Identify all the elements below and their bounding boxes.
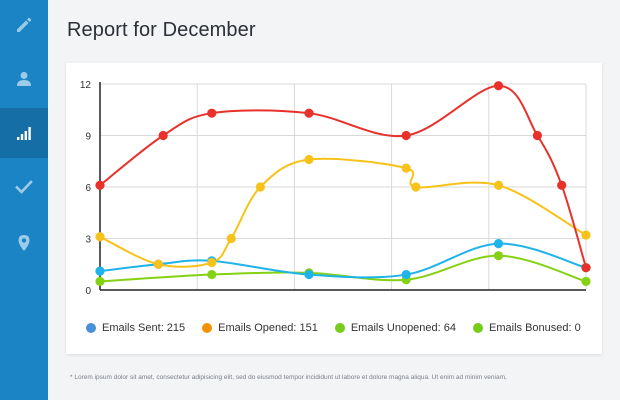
series-line bbox=[99, 157, 587, 268]
page-title: Report for December bbox=[67, 19, 256, 41]
nav-item-tasks[interactable] bbox=[0, 162, 48, 212]
y-tick-label: 0 bbox=[85, 286, 91, 297]
legend-swatch bbox=[334, 323, 345, 333]
series-line bbox=[99, 84, 587, 268]
data-point bbox=[255, 182, 265, 192]
y-tick-label: 12 bbox=[80, 80, 92, 91]
data-point bbox=[95, 180, 105, 190]
data-point bbox=[411, 182, 421, 192]
legend-item: Emails Sent: 215 bbox=[86, 322, 185, 334]
data-point bbox=[304, 269, 314, 280]
legend-swatch bbox=[86, 323, 96, 333]
data-point bbox=[304, 108, 314, 118]
legend-label: Emails Sent: 215 bbox=[102, 322, 186, 334]
data-point bbox=[95, 266, 105, 276]
legend-label: Emails Bonused: 0 bbox=[489, 322, 581, 334]
legend-item: Emails Bonused: 0 bbox=[473, 322, 581, 334]
data-point bbox=[401, 130, 411, 141]
map-pin-icon bbox=[15, 234, 33, 252]
data-point bbox=[493, 81, 504, 91]
data-point bbox=[532, 130, 542, 141]
chart-legend: Emails Sent: 215 Emails Opened: 151 Emails… bbox=[86, 320, 598, 336]
nav-item-reports[interactable] bbox=[0, 108, 48, 158]
data-point bbox=[493, 239, 504, 249]
legend-swatch bbox=[202, 323, 213, 333]
nav-item-edit[interactable] bbox=[0, 0, 48, 50]
legend-label: Emails Opened: 151 bbox=[218, 322, 318, 334]
data-point bbox=[304, 154, 314, 165]
legend-item: Emails Unopened: 64 bbox=[334, 322, 457, 334]
user-icon bbox=[15, 70, 33, 88]
pencil-icon bbox=[15, 16, 33, 34]
data-point bbox=[401, 269, 411, 280]
chart-card: 0 3 6 9 12 Emails Sent: 215 Emails Opened: 15… bbox=[66, 63, 602, 354]
data-point bbox=[95, 232, 105, 242]
data-point bbox=[226, 233, 236, 244]
data-point bbox=[207, 257, 217, 268]
y-tick-label: 9 bbox=[85, 132, 91, 143]
nav-item-location[interactable] bbox=[0, 218, 48, 268]
nav-item-profile[interactable] bbox=[0, 54, 48, 104]
data-point bbox=[95, 276, 105, 287]
line-chart: 0 3 6 9 12 bbox=[80, 80, 591, 297]
data-point bbox=[493, 251, 504, 261]
data-point bbox=[153, 259, 163, 269]
y-tick-label: 6 bbox=[85, 183, 91, 194]
y-tick-label: 3 bbox=[85, 235, 91, 246]
data-point bbox=[581, 276, 591, 287]
data-point bbox=[207, 108, 217, 118]
data-point bbox=[401, 163, 411, 173]
checkmark-icon bbox=[15, 178, 33, 196]
legend-item: Emails Opened: 151 bbox=[202, 322, 318, 334]
legend-swatch bbox=[473, 323, 484, 333]
series-line bbox=[99, 242, 587, 279]
data-point bbox=[493, 180, 504, 190]
data-point bbox=[581, 230, 591, 240]
data-point bbox=[158, 130, 168, 141]
data-point bbox=[581, 263, 591, 273]
footnote: * Lorem ipsum dolor sit amet, consectetu… bbox=[70, 374, 507, 381]
legend-label: Emails Unopened: 64 bbox=[350, 322, 457, 334]
data-point bbox=[207, 269, 217, 280]
sidebar bbox=[0, 0, 48, 400]
signal-bars-icon bbox=[15, 124, 33, 142]
data-point bbox=[557, 180, 567, 190]
